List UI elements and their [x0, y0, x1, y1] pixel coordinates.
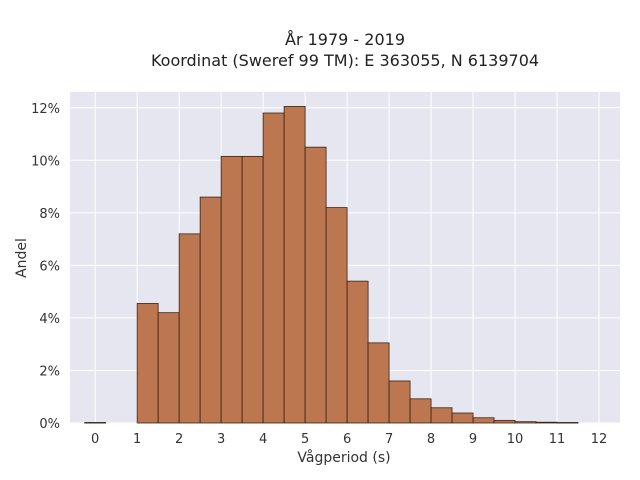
y-tick-label: 8% [39, 207, 60, 222]
y-axis-ticks: 0% 2% 4% 6% 8% 10% 12% [31, 102, 60, 432]
x-tick-label: 9 [469, 432, 477, 447]
histogram-bar [388, 380, 411, 424]
histogram-bar [325, 207, 348, 424]
histogram-bar [199, 196, 222, 424]
histogram-bar [367, 342, 390, 424]
y-tick-label: 12% [31, 102, 60, 117]
histogram-bar [262, 112, 285, 424]
histogram-bar [84, 422, 107, 424]
histogram-bar [136, 303, 159, 424]
x-axis-ticks: 0 1 2 3 4 5 6 7 8 9 10 11 12 [91, 432, 607, 447]
x-tick-label: 5 [301, 432, 309, 447]
histogram-bar [556, 422, 579, 424]
histogram-bar [241, 155, 264, 424]
x-tick-label: 0 [91, 432, 99, 447]
x-tick-label: 4 [259, 432, 267, 447]
chart-subtitle: Koordinat (Sweref 99 TM): E 363055, N 61… [151, 51, 539, 70]
histogram-bar [430, 407, 453, 424]
x-tick-label: 7 [385, 432, 393, 447]
x-tick-label: 2 [175, 432, 183, 447]
y-axis-label: Andel [14, 238, 30, 278]
x-tick-label: 3 [217, 432, 225, 447]
bars [84, 106, 579, 424]
histogram-bar [346, 280, 369, 424]
histogram-bar [283, 106, 306, 424]
x-tick-label: 1 [133, 432, 141, 447]
x-tick-label: 8 [427, 432, 435, 447]
y-tick-label: 4% [39, 312, 60, 327]
x-tick-label: 11 [549, 432, 566, 447]
histogram-bar [514, 421, 537, 424]
y-tick-label: 0% [39, 417, 60, 432]
histogram-bar [409, 398, 432, 424]
histogram-bar [304, 146, 327, 424]
chart-title: År 1979 - 2019 [285, 30, 405, 49]
histogram-bar [472, 417, 495, 424]
histogram-bar [451, 412, 474, 424]
y-tick-label: 10% [31, 154, 60, 169]
y-tick-label: 2% [39, 364, 60, 379]
histogram-bar [178, 233, 201, 424]
histogram-bar [220, 155, 243, 424]
x-tick-label: 6 [343, 432, 351, 447]
x-axis-label: Vågperiod (s) [297, 449, 390, 466]
histogram-bar [157, 312, 180, 424]
x-tick-label: 10 [507, 432, 524, 447]
histogram-bar [535, 421, 558, 424]
x-tick-label: 12 [591, 432, 608, 447]
histogram-bar [493, 419, 516, 424]
y-tick-label: 6% [39, 259, 60, 274]
